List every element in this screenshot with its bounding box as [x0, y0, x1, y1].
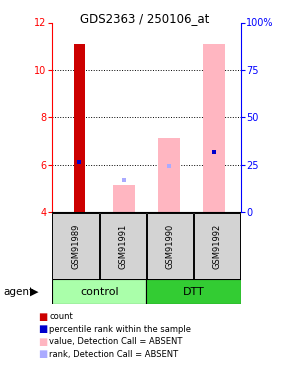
Text: ■: ■ [38, 312, 47, 322]
Text: GSM91989: GSM91989 [71, 224, 80, 268]
Bar [99, 213, 146, 279]
Bar [194, 213, 240, 279]
Text: value, Detection Call = ABSENT: value, Detection Call = ABSENT [49, 337, 183, 346]
Bar [147, 213, 193, 279]
Bar [202, 44, 225, 212]
Bar [74, 44, 85, 212]
Text: GSM91990: GSM91990 [166, 224, 175, 268]
Text: DTT: DTT [183, 286, 204, 297]
Bar [158, 138, 180, 212]
Text: ■: ■ [38, 349, 47, 359]
Text: agent: agent [3, 286, 33, 297]
Text: GDS2363 / 250106_at: GDS2363 / 250106_at [80, 12, 210, 25]
Bar [146, 279, 241, 304]
Text: control: control [80, 286, 119, 297]
Bar [52, 279, 146, 304]
Text: GSM91991: GSM91991 [118, 224, 127, 268]
Text: ▶: ▶ [30, 286, 39, 297]
Bar [113, 184, 135, 212]
Text: rank, Detection Call = ABSENT: rank, Detection Call = ABSENT [49, 350, 178, 358]
Text: GSM91992: GSM91992 [213, 224, 222, 268]
Text: count: count [49, 312, 73, 321]
Bar [52, 213, 99, 279]
Text: percentile rank within the sample: percentile rank within the sample [49, 325, 191, 334]
Text: ■: ■ [38, 337, 47, 346]
Text: ■: ■ [38, 324, 47, 334]
